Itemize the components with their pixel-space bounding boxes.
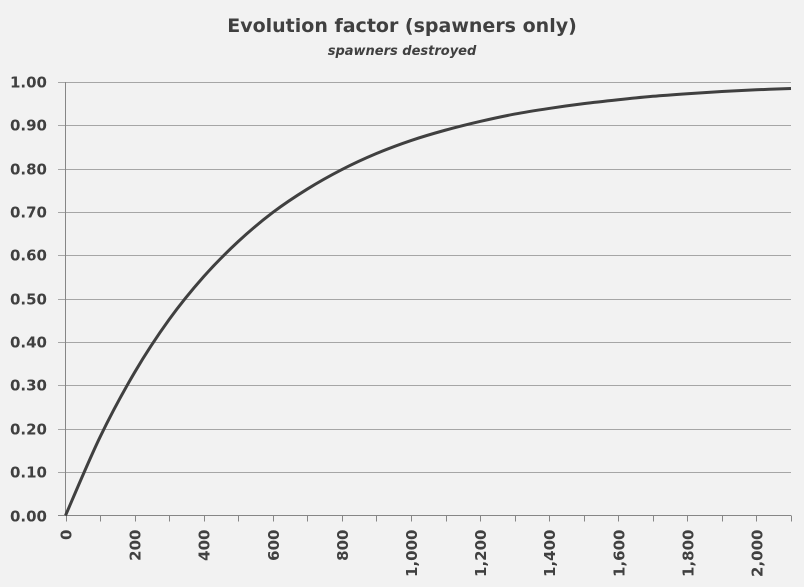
x-tick-label: 400 <box>196 530 214 561</box>
x-tick-label: 1,000 <box>403 530 421 577</box>
y-tick-label: 0.40 <box>10 334 47 352</box>
x-tick-label: 2,000 <box>748 530 766 577</box>
y-tick-label: 0.20 <box>10 421 47 439</box>
y-tick-label: 0.30 <box>10 377 47 395</box>
y-tick-label: 0.70 <box>10 204 47 222</box>
y-tick-label: 0.60 <box>10 247 47 265</box>
y-tick-label: 0.10 <box>10 464 47 482</box>
y-tick-label: 0.00 <box>10 508 47 526</box>
x-tick-label: 1,400 <box>541 530 559 577</box>
x-tick-label: 0 <box>58 530 76 540</box>
x-tick-label: 800 <box>334 530 352 561</box>
x-tick-label: 600 <box>265 530 283 561</box>
chart-subtitle: spawners destroyed <box>328 44 477 59</box>
x-tick-label: 200 <box>127 530 145 561</box>
x-tick-label: 1,200 <box>472 530 490 577</box>
chart-title: Evolution factor (spawners only) <box>227 15 577 37</box>
y-tick-label: 0.80 <box>10 161 47 179</box>
y-tick-label: 1.00 <box>10 74 47 92</box>
x-tick-label: 1,600 <box>610 530 628 577</box>
y-tick-label: 0.50 <box>10 291 47 309</box>
x-tick-label: 1,800 <box>679 530 697 577</box>
series-line <box>64 87 792 517</box>
y-tick-label: 0.90 <box>10 117 47 135</box>
